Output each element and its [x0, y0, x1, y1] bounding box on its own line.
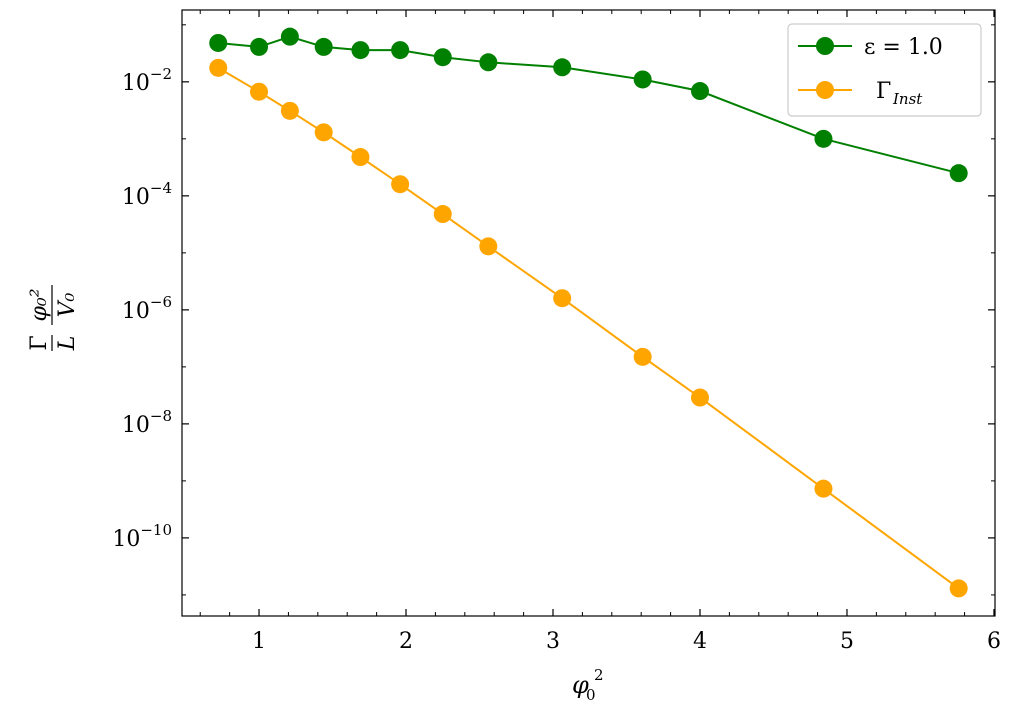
data-point [479, 53, 498, 72]
data-point [690, 388, 709, 407]
y-tick-label: 10−2 [122, 65, 172, 96]
legend: ε = 1.0 Γ Inst [787, 23, 982, 117]
data-point [314, 123, 333, 142]
svg-text:V₀: V₀ [55, 292, 80, 317]
data-point [633, 347, 652, 366]
data-point [351, 148, 370, 167]
y-tick-label: 10−6 [122, 293, 172, 324]
svg-text:L: L [55, 336, 80, 352]
x-tick-label: 2 [399, 629, 413, 654]
data-point [479, 237, 498, 256]
data-point [814, 129, 833, 148]
data-point [209, 58, 228, 77]
data-point [391, 41, 410, 60]
data-point [553, 58, 572, 77]
data-point [433, 48, 452, 67]
svg-text:φ: φ [572, 671, 589, 699]
legend-label-green: ε = 1.0 [864, 35, 943, 60]
data-point [690, 82, 709, 101]
legend-marker-orange [816, 81, 834, 99]
svg-text:Γ: Γ [27, 335, 52, 350]
svg-text:2: 2 [594, 666, 604, 684]
x-tick-label: 3 [546, 629, 560, 654]
y-tick-label: 10−10 [112, 521, 172, 552]
data-point [351, 41, 370, 60]
data-point [391, 175, 410, 194]
y-tick-label: 10−8 [122, 407, 172, 438]
data-point [814, 479, 833, 498]
svg-text:0: 0 [586, 686, 596, 704]
y-tick-label: 10−4 [122, 179, 172, 210]
x-tick-label: 6 [987, 629, 1001, 654]
x-tick-label: 1 [252, 629, 266, 654]
legend-marker-green [816, 37, 834, 55]
svg-text:φ₀²: φ₀² [27, 288, 52, 321]
data-point [314, 37, 333, 56]
data-point [280, 27, 299, 46]
x-tick-label: 5 [840, 629, 854, 654]
legend-label-orange-sub: Inst [892, 90, 923, 108]
data-point [633, 70, 652, 89]
data-point [949, 164, 968, 183]
data-point [949, 579, 968, 598]
axis-ticks: 1 2 3 4 5 6 10−2 10−4 10−6 10−8 10−10 [112, 10, 1001, 654]
data-point [209, 33, 228, 52]
y-axis-label: Γ L φ₀² V₀ [27, 285, 80, 351]
data-point [280, 101, 299, 120]
data-point [433, 205, 452, 224]
data-point [250, 82, 269, 101]
data-point [250, 37, 269, 56]
legend-label-orange: Γ [876, 79, 891, 104]
x-tick-label: 4 [693, 629, 707, 654]
data-point [553, 289, 572, 308]
x-axis-label: φ 0 2 [572, 666, 604, 704]
plot-frame [181, 9, 996, 617]
plot-marks [209, 27, 968, 598]
